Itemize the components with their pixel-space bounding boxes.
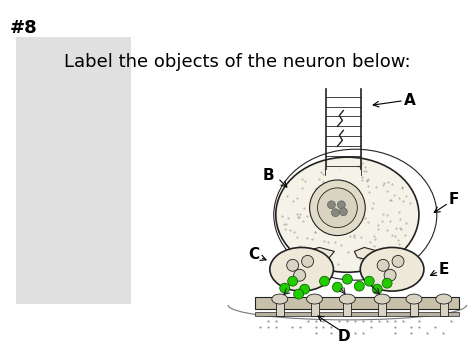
Circle shape	[310, 180, 365, 235]
Bar	[255, 297, 459, 309]
Circle shape	[319, 276, 329, 286]
Bar	[410, 299, 418, 316]
Circle shape	[280, 283, 290, 293]
Bar	[327, 170, 361, 190]
Ellipse shape	[339, 294, 356, 304]
Polygon shape	[278, 247, 335, 273]
Text: B: B	[263, 168, 274, 182]
Bar	[16, 37, 131, 304]
Circle shape	[331, 209, 339, 217]
Circle shape	[339, 208, 347, 216]
Ellipse shape	[270, 247, 333, 291]
Ellipse shape	[406, 294, 422, 304]
Ellipse shape	[436, 294, 452, 304]
Circle shape	[392, 255, 404, 267]
Circle shape	[372, 284, 382, 294]
Text: #8: #8	[9, 19, 37, 37]
Circle shape	[377, 260, 389, 271]
Ellipse shape	[360, 247, 424, 291]
Bar	[378, 299, 386, 316]
Ellipse shape	[374, 294, 390, 304]
Polygon shape	[354, 247, 407, 273]
Circle shape	[294, 289, 304, 299]
Circle shape	[300, 284, 310, 294]
Circle shape	[337, 201, 346, 209]
Circle shape	[288, 276, 298, 286]
Text: F: F	[449, 192, 459, 207]
Bar	[343, 299, 351, 316]
Circle shape	[328, 201, 336, 209]
Circle shape	[382, 278, 392, 288]
Text: D: D	[338, 329, 351, 344]
Text: Label the objects of the neuron below:: Label the objects of the neuron below:	[64, 53, 410, 71]
Bar	[255, 312, 459, 316]
Ellipse shape	[272, 294, 288, 304]
Circle shape	[287, 260, 299, 271]
Circle shape	[364, 276, 374, 286]
Text: C: C	[248, 247, 259, 262]
Circle shape	[318, 188, 357, 228]
Bar	[440, 299, 448, 316]
Ellipse shape	[276, 157, 419, 272]
Bar	[276, 299, 284, 316]
Bar	[310, 299, 319, 316]
Text: A: A	[404, 93, 416, 108]
Circle shape	[384, 269, 396, 281]
Circle shape	[294, 269, 306, 281]
Ellipse shape	[307, 294, 322, 304]
Circle shape	[342, 274, 352, 284]
Circle shape	[301, 255, 313, 267]
Circle shape	[354, 281, 364, 291]
Circle shape	[332, 282, 342, 292]
Text: E: E	[439, 262, 449, 277]
